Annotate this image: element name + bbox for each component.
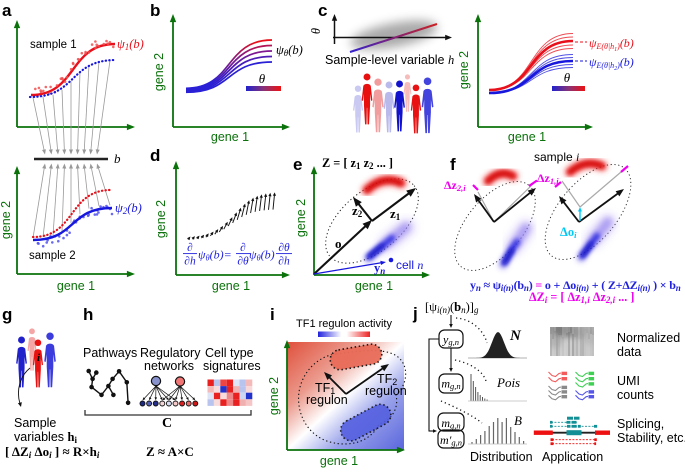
svg-text:N: N xyxy=(509,328,522,344)
svg-text:∂h: ∂h xyxy=(184,256,196,268)
svg-text:networks: networks xyxy=(144,359,194,373)
svg-text:gene 1: gene 1 xyxy=(212,279,250,293)
svg-text:[ ΔZi Δoi ] ≈ R×hi: [ ΔZi Δoi ] ≈ R×hi xyxy=(5,444,100,460)
svg-text:c: c xyxy=(318,1,327,20)
svg-text:a: a xyxy=(2,1,12,20)
svg-text:counts: counts xyxy=(617,388,654,402)
svg-text:variables hi: variables hi xyxy=(14,430,77,445)
svg-text:UMI: UMI xyxy=(617,374,640,388)
svg-text:θ: θ xyxy=(309,28,323,34)
svg-text:ψθ(b)=: ψθ(b)= xyxy=(198,248,232,263)
svg-text:cell n: cell n xyxy=(396,258,423,272)
svg-text:Application: Application xyxy=(542,450,603,464)
svg-text:ψθ(b): ψθ(b) xyxy=(276,43,303,58)
svg-text:∂h: ∂h xyxy=(278,256,290,268)
svg-text:h: h xyxy=(83,305,93,324)
svg-text:o: o xyxy=(335,236,342,251)
svg-text:∂: ∂ xyxy=(240,242,246,254)
svg-text:g: g xyxy=(2,305,12,324)
svg-text:gene 1: gene 1 xyxy=(320,454,358,468)
svg-text:b: b xyxy=(114,151,121,166)
svg-text:Stability, etc.: Stability, etc. xyxy=(617,431,685,445)
svg-text:gene 2: gene 2 xyxy=(267,377,281,415)
svg-text:ψθ(b): ψθ(b) xyxy=(249,248,275,263)
svg-text:j: j xyxy=(412,304,418,323)
svg-text:ψ2(b): ψ2(b) xyxy=(115,201,142,216)
svg-text:TF1 regulon activity: TF1 regulon activity xyxy=(296,318,392,330)
svg-text:gene 2: gene 2 xyxy=(457,51,471,89)
svg-text:data: data xyxy=(617,345,641,359)
svg-text:Normalized: Normalized xyxy=(617,331,680,345)
svg-text:gene 2: gene 2 xyxy=(294,199,308,237)
svg-text:[ψi(n)(bn)]g: [ψi(n)(bn)]g xyxy=(425,300,479,315)
svg-text:∂θ: ∂θ xyxy=(278,242,290,254)
svg-text:gene 2: gene 2 xyxy=(0,201,13,239)
svg-text:b: b xyxy=(150,1,160,20)
svg-text:ψ1(b): ψ1(b) xyxy=(117,37,144,52)
svg-text:sample 2: sample 2 xyxy=(29,250,76,262)
svg-text:θ: θ xyxy=(564,70,571,85)
svg-text:i: i xyxy=(270,305,275,324)
svg-text:Pois: Pois xyxy=(496,375,520,390)
svg-text:Splicing,: Splicing, xyxy=(617,417,664,431)
svg-text:Regulatory: Regulatory xyxy=(140,346,201,360)
svg-text:signatures: signatures xyxy=(203,359,261,373)
svg-text:sample 1: sample 1 xyxy=(30,39,77,51)
svg-text:e: e xyxy=(293,155,302,174)
svg-text:Cell type: Cell type xyxy=(205,346,254,360)
svg-text:C: C xyxy=(162,416,172,431)
svg-text:Pathways: Pathways xyxy=(83,346,137,360)
svg-text:gene 1: gene 1 xyxy=(508,130,546,144)
svg-text:regulon: regulon xyxy=(306,393,348,407)
svg-text:Distribution: Distribution xyxy=(470,450,533,464)
svg-text:θ: θ xyxy=(259,71,266,86)
svg-text:gene 2: gene 2 xyxy=(154,200,168,238)
svg-text:∂θ: ∂θ xyxy=(237,256,249,268)
svg-text:gene 2: gene 2 xyxy=(152,53,166,91)
svg-text:regulon: regulon xyxy=(365,384,407,398)
svg-text:∂: ∂ xyxy=(187,242,193,254)
svg-text:f: f xyxy=(450,155,456,174)
svg-text:gene 1: gene 1 xyxy=(355,279,393,293)
svg-text:Z ≈ A×C: Z ≈ A×C xyxy=(146,444,194,459)
svg-text:sample i: sample i xyxy=(534,150,579,164)
svg-text:gene 1: gene 1 xyxy=(57,279,95,293)
svg-text:Sample: Sample xyxy=(14,416,56,430)
svg-text:d: d xyxy=(150,146,160,165)
svg-text:gene 1: gene 1 xyxy=(211,130,249,144)
svg-text:Sample-level variable h: Sample-level variable h xyxy=(325,53,454,67)
svg-text:B: B xyxy=(514,413,522,428)
